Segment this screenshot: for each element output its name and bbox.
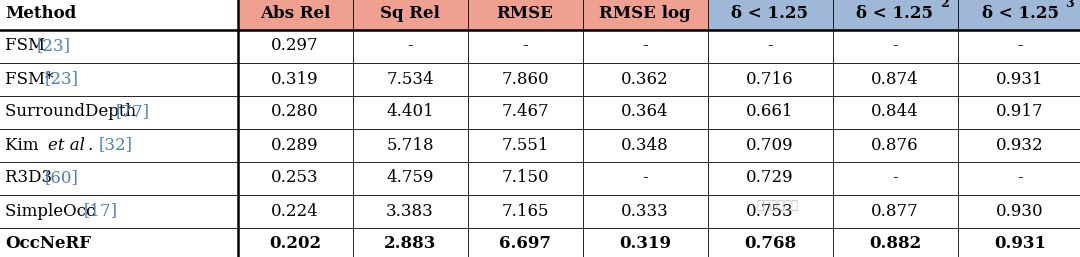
Text: 0.930: 0.930: [996, 203, 1043, 219]
Text: 0.661: 0.661: [746, 104, 794, 121]
Text: Method: Method: [5, 5, 77, 22]
Text: 2: 2: [940, 0, 948, 10]
Text: 6.697: 6.697: [499, 235, 551, 252]
Text: 0.874: 0.874: [872, 70, 919, 87]
Text: 0.297: 0.297: [271, 38, 319, 54]
Text: 自动驾驶之心: 自动驾驶之心: [757, 199, 798, 212]
Text: 0.709: 0.709: [746, 136, 794, 153]
Text: 0.289: 0.289: [271, 136, 319, 153]
Text: RMSE: RMSE: [497, 5, 553, 22]
Text: [23]: [23]: [37, 38, 70, 54]
Text: [60]: [60]: [44, 170, 79, 187]
Text: -: -: [1017, 38, 1023, 54]
Text: -: -: [643, 170, 648, 187]
Text: 3: 3: [1065, 0, 1074, 10]
Text: 0.844: 0.844: [872, 104, 919, 121]
Text: 0.362: 0.362: [621, 70, 669, 87]
Text: 2.883: 2.883: [383, 235, 436, 252]
Text: 0.319: 0.319: [271, 70, 319, 87]
Text: 4.759: 4.759: [387, 170, 434, 187]
Text: SurroundDepth: SurroundDepth: [5, 104, 141, 121]
Text: δ < 1.25: δ < 1.25: [731, 5, 809, 22]
Text: -: -: [892, 38, 897, 54]
Text: -: -: [767, 38, 773, 54]
Text: 4.401: 4.401: [387, 104, 434, 121]
Text: 0.876: 0.876: [872, 136, 919, 153]
Text: δ < 1.25: δ < 1.25: [856, 5, 933, 22]
Text: 0.877: 0.877: [872, 203, 919, 219]
Text: [32]: [32]: [99, 136, 133, 153]
Text: 0.932: 0.932: [996, 136, 1043, 153]
Text: 0.917: 0.917: [996, 104, 1043, 121]
Text: 0.253: 0.253: [271, 170, 319, 187]
Text: FSM: FSM: [5, 38, 51, 54]
Text: 7.860: 7.860: [501, 70, 549, 87]
Text: FSM*: FSM*: [5, 70, 58, 87]
Text: -: -: [407, 38, 413, 54]
Text: 5.718: 5.718: [387, 136, 434, 153]
Text: 0.202: 0.202: [269, 235, 321, 252]
Text: [23]: [23]: [44, 70, 79, 87]
Text: 0.931: 0.931: [994, 235, 1047, 252]
Text: 0.753: 0.753: [746, 203, 794, 219]
Text: -: -: [1017, 170, 1023, 187]
Text: 3.383: 3.383: [387, 203, 434, 219]
Text: Kim: Kim: [5, 136, 44, 153]
Text: 0.333: 0.333: [621, 203, 669, 219]
Text: 0.364: 0.364: [621, 104, 669, 121]
Text: R3D3: R3D3: [5, 170, 57, 187]
Text: 0.768: 0.768: [744, 235, 796, 252]
Text: 0.348: 0.348: [621, 136, 669, 153]
Text: .: .: [89, 136, 98, 153]
Text: δ < 1.25: δ < 1.25: [982, 5, 1058, 22]
Text: -: -: [892, 170, 897, 187]
Text: 0.319: 0.319: [619, 235, 671, 252]
Text: Abs Rel: Abs Rel: [260, 5, 330, 22]
Text: SimpleOcc: SimpleOcc: [5, 203, 100, 219]
Text: 7.467: 7.467: [501, 104, 549, 121]
Text: 0.882: 0.882: [869, 235, 921, 252]
Text: 0.280: 0.280: [271, 104, 319, 121]
Text: 0.224: 0.224: [271, 203, 319, 219]
Text: [17]: [17]: [84, 203, 118, 219]
Text: 0.931: 0.931: [996, 70, 1043, 87]
Text: 0.729: 0.729: [746, 170, 794, 187]
Text: RMSE log: RMSE log: [599, 5, 691, 22]
Text: -: -: [523, 38, 528, 54]
Text: et al: et al: [49, 136, 85, 153]
Text: 7.551: 7.551: [501, 136, 549, 153]
Text: [77]: [77]: [116, 104, 149, 121]
Text: -: -: [643, 38, 648, 54]
Text: Sq Rel: Sq Rel: [380, 5, 440, 22]
Text: 7.150: 7.150: [501, 170, 549, 187]
Text: 0.716: 0.716: [746, 70, 794, 87]
Text: 7.534: 7.534: [387, 70, 434, 87]
Text: OccNeRF: OccNeRF: [5, 235, 91, 252]
Text: 7.165: 7.165: [501, 203, 549, 219]
